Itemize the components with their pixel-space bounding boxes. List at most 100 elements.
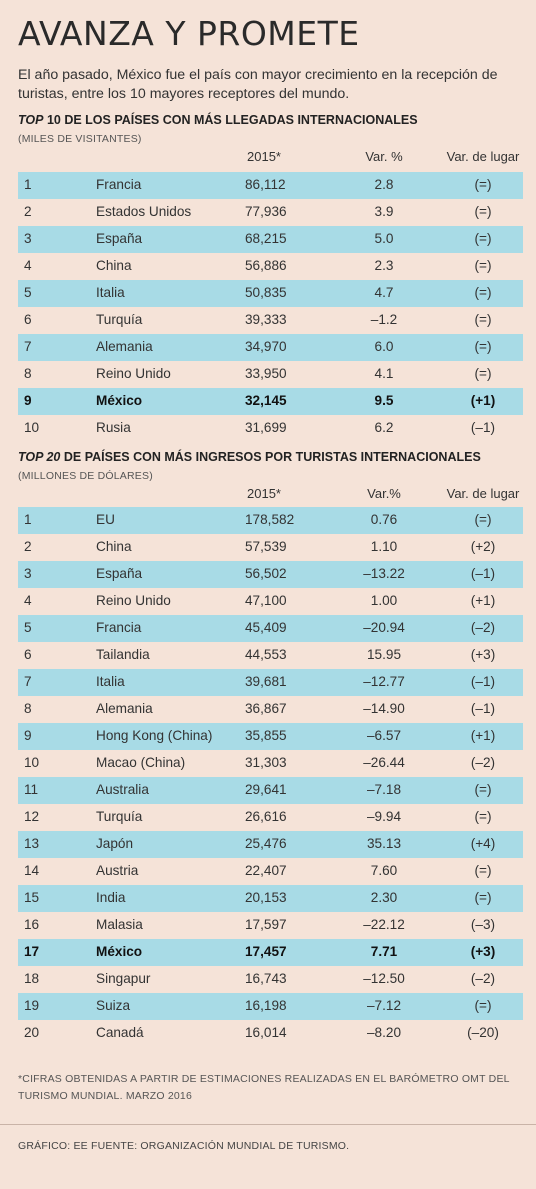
var-cell: –14.90 [363,701,405,716]
lugar-cell: (+1) [470,728,496,743]
lugar-cell: (=) [474,177,492,192]
var-cell: –12.77 [363,674,405,689]
lugar-cell: (–3) [470,917,496,932]
country-cell: México [96,393,143,408]
table2-title-italic: TOP 20 [18,450,61,464]
country-cell: México [96,944,143,959]
divider [0,1124,536,1125]
footnote: *CIFRAS OBTENIDAS A PARTIR DE ESTIMACION… [18,1073,510,1102]
rank-cell: 19 [24,998,40,1013]
table1-title-italic: TOP [18,113,44,127]
table-row: 4 China 56,886 2.3 (=) [18,253,523,280]
country-cell: Suiza [96,998,131,1013]
var-cell: 35.13 [366,836,402,851]
rank-cell: 3 [24,566,32,581]
var-cell: 2.30 [370,890,398,905]
rank-cell: 5 [24,285,32,300]
rank-cell: 1 [24,512,32,527]
country-cell: Turquía [96,809,143,824]
lugar-cell: (+3) [470,647,496,662]
value-cell: 178,582 [245,512,295,527]
rank-cell: 13 [24,836,40,851]
lugar-cell: (+1) [470,393,496,408]
country-cell: Francia [96,177,142,192]
rank-cell: 9 [24,728,32,743]
lugar-cell: (–1) [470,674,496,689]
table-row: 11 Australia 29,641 –7.18 (=) [18,777,523,804]
var-cell: 0.76 [370,512,398,527]
value-cell: 77,936 [245,204,287,219]
table-row: 8 Alemania 36,867 –14.90 (–1) [18,696,523,723]
country-cell: España [96,566,143,581]
lugar-cell: (+3) [470,944,496,959]
country-cell: Reino Unido [96,366,171,381]
rank-cell: 11 [24,782,39,797]
country-cell: Alemania [96,701,153,716]
lugar-cell: (=) [474,312,492,327]
table-row: 20 Canadá 16,014 –8.20 (–20) [18,1020,523,1047]
country-cell: Tailandia [96,647,150,662]
var-cell: 4.7 [374,285,394,300]
value-cell: 34,970 [245,339,287,354]
value-cell: 44,553 [245,647,287,662]
country-cell: China [96,258,132,273]
rank-cell: 4 [24,258,32,273]
country-cell: Turquía [96,312,143,327]
var-cell: 5.0 [374,231,394,246]
table-row: 9 México 32,145 9.5 (+1) [18,388,523,415]
table-row: 16 Malasia 17,597 –22.12 (–3) [18,912,523,939]
table-row: 4 Reino Unido 47,100 1.00 (+1) [18,588,523,615]
rank-cell: 5 [24,620,32,635]
var-cell: 2.8 [374,177,394,192]
table1: 1 Francia 86,112 2.8 (=) 2 Estados Unidos 77,93… [18,172,523,442]
country-cell: India [96,890,126,905]
source-credit: GRÁFICO: EE FUENTE: ORGANIZACIÓN MUNDIAL… [18,1140,350,1152]
table-row: 3 España 68,215 5.0 (=) [18,226,523,253]
var-cell: 3.9 [374,204,394,219]
rank-cell: 14 [24,863,40,878]
lugar-cell: (=) [474,366,492,381]
var-cell: –8.20 [366,1025,402,1040]
value-cell: 47,100 [245,593,287,608]
rank-cell: 20 [24,1025,40,1040]
lugar-cell: (+1) [470,593,496,608]
value-cell: 45,409 [245,620,287,635]
value-cell: 26,616 [245,809,287,824]
table1-unit: (MILES DE VISITANTES) [18,133,142,145]
lugar-cell: (–1) [470,701,496,716]
table2-title-rest: DE PAÍSES CON MÁS INGRESOS POR TURISTAS … [60,450,481,464]
lugar-cell: (–2) [470,620,496,635]
table-row: 9 Hong Kong (China) 35,855 –6.57 (+1) [18,723,523,750]
country-cell: Canadá [96,1025,144,1040]
rank-cell: 7 [24,674,32,689]
var-cell: 1.00 [370,593,398,608]
table2-col-value: 2015* [247,486,281,501]
table-row: 2 Estados Unidos 77,936 3.9 (=) [18,199,523,226]
lugar-cell: (=) [474,809,492,824]
var-cell: 7.71 [370,944,398,959]
rank-cell: 7 [24,339,32,354]
country-cell: España [96,231,143,246]
value-cell: 31,699 [245,420,287,435]
country-cell: Australia [96,782,149,797]
lugar-cell: (–2) [470,971,496,986]
rank-cell: 10 [24,420,40,435]
value-cell: 33,950 [245,366,287,381]
var-cell: –20.94 [363,620,405,635]
table-row: 7 Alemania 34,970 6.0 (=) [18,334,523,361]
country-cell: Malasia [96,917,143,932]
var-cell: 9.5 [374,393,394,408]
lugar-cell: (=) [474,231,492,246]
table-row: 19 Suiza 16,198 –7.12 (=) [18,993,523,1020]
var-cell: –7.18 [366,782,402,797]
table2-col-lugar: Var. de lugar [446,486,520,501]
table-row: 18 Singapur 16,743 –12.50 (–2) [18,966,523,993]
table-row: 14 Austria 22,407 7.60 (=) [18,858,523,885]
var-cell: –9.94 [366,809,402,824]
table1-col-var: Var. % [365,149,403,164]
country-cell: China [96,539,132,554]
rank-cell: 4 [24,593,32,608]
rank-cell: 2 [24,204,32,219]
country-cell: Francia [96,620,142,635]
